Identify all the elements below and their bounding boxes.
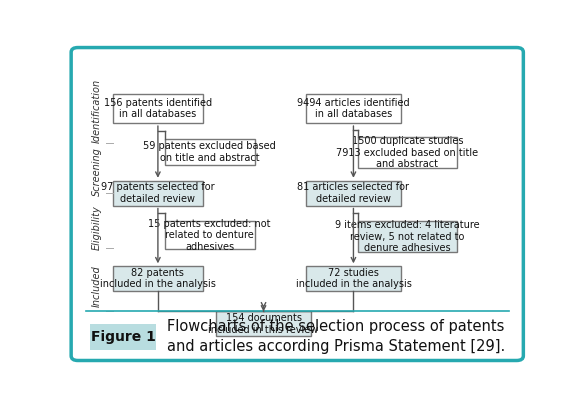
FancyBboxPatch shape — [306, 266, 401, 291]
Text: Included: Included — [92, 265, 102, 307]
FancyBboxPatch shape — [90, 324, 155, 350]
FancyBboxPatch shape — [113, 94, 203, 123]
FancyBboxPatch shape — [358, 137, 457, 168]
FancyBboxPatch shape — [306, 94, 401, 123]
Text: 9 items excluded: 4 literature
review, 5 not related to
denure adhesives: 9 items excluded: 4 literature review, 5… — [335, 220, 480, 253]
FancyBboxPatch shape — [113, 266, 203, 291]
Text: 9494 articles identified
in all databases: 9494 articles identified in all database… — [297, 97, 409, 119]
FancyBboxPatch shape — [113, 181, 203, 206]
Text: 97 patents selected for
detailed review: 97 patents selected for detailed review — [101, 182, 215, 204]
Text: 82 patents
included in the analysis: 82 patents included in the analysis — [100, 268, 216, 290]
FancyBboxPatch shape — [165, 139, 255, 165]
Text: 1500 duplicate studies
7913 excluded based on title
and abstract: 1500 duplicate studies 7913 excluded bas… — [336, 136, 478, 169]
Text: 156 patents identified
in all databases: 156 patents identified in all databases — [104, 97, 212, 119]
FancyBboxPatch shape — [165, 221, 255, 249]
FancyBboxPatch shape — [71, 48, 523, 360]
Text: 15 patents excluded: not
related to denture
adhesives: 15 patents excluded: not related to dent… — [148, 219, 271, 252]
Text: Identification: Identification — [92, 79, 102, 143]
Text: Screening: Screening — [92, 147, 102, 196]
Text: 72 studies
included in the analysis: 72 studies included in the analysis — [295, 268, 411, 290]
Text: Eligibility: Eligibility — [92, 205, 102, 250]
FancyBboxPatch shape — [358, 221, 457, 252]
Text: Figure 1: Figure 1 — [91, 330, 156, 344]
FancyBboxPatch shape — [216, 311, 311, 336]
Text: 59 patents excluded based
on title and abstract: 59 patents excluded based on title and a… — [143, 141, 276, 163]
Text: 81 articles selected for
detailed review: 81 articles selected for detailed review — [298, 182, 409, 204]
FancyBboxPatch shape — [306, 181, 401, 206]
Text: Flowcharts of the selection process of patents
and articles according Prisma Sta: Flowcharts of the selection process of p… — [167, 320, 505, 354]
Text: 154 documents
included in this review: 154 documents included in this review — [208, 313, 318, 335]
